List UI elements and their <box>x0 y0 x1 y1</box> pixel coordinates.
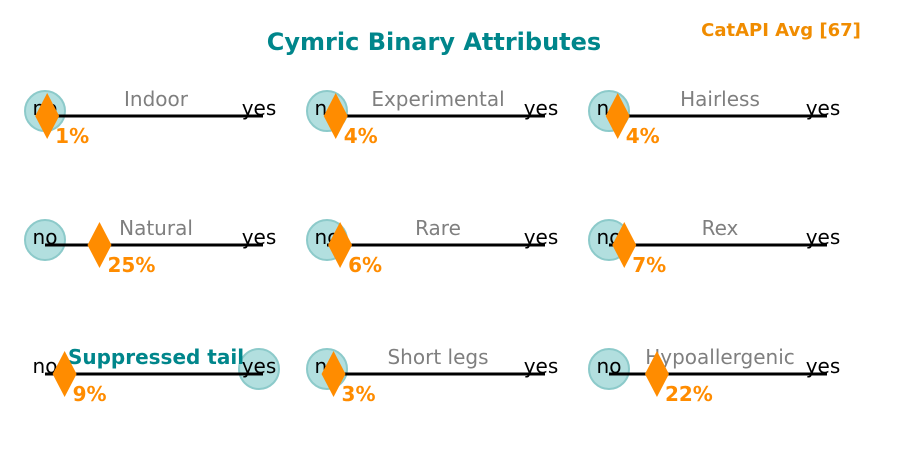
percentage-label: 7% <box>632 253 666 277</box>
attribute-panel: no yes Hypoallergenic 22% <box>588 345 841 406</box>
scale-label-yes: yes <box>524 225 559 249</box>
percentage-label: 9% <box>73 382 107 406</box>
percentage-marker <box>328 222 353 268</box>
percentage-label: 3% <box>342 382 376 406</box>
percentage-label: 25% <box>108 253 156 277</box>
breed-value-circle <box>24 219 66 261</box>
scale-label-no: no <box>33 225 58 249</box>
attribute-name: Indoor <box>124 87 189 111</box>
percentage-marker <box>87 222 112 268</box>
attribute-panel: noyesIndoor1% <box>24 87 277 148</box>
percentage-marker <box>52 351 77 397</box>
corner-label: CatAPI Avg [67] <box>701 20 861 41</box>
percentage-label: 4% <box>344 124 378 148</box>
scale-label-yes: yes <box>242 225 277 249</box>
attribute-name: Suppressed tail <box>68 345 244 369</box>
percentage-label: 22% <box>665 382 713 406</box>
scale-label-yes: yes <box>242 96 277 120</box>
attribute-name: Rare <box>415 216 461 240</box>
breed-value-circle <box>588 348 630 390</box>
percentage-marker <box>605 93 630 139</box>
percentage-marker <box>612 222 637 268</box>
scale-label-no: no <box>597 354 622 378</box>
scale-label-yes: yes <box>806 96 841 120</box>
percentage-marker <box>321 351 346 397</box>
scale-label-yes: yes <box>524 354 559 378</box>
attribute-name: Short legs <box>387 345 488 369</box>
scale-label-yes: yes <box>242 354 277 378</box>
percentage-marker <box>323 93 348 139</box>
attribute-name: Hypoallergenic <box>645 345 795 369</box>
breed-value-circle <box>238 348 280 390</box>
attribute-name: Rex <box>702 216 739 240</box>
attribute-panel: no yes Natural 25% <box>24 216 277 277</box>
attribute-grid: noyesIndoor1%noyesExperimental4%noyesHai… <box>24 87 841 406</box>
percentage-label: 4% <box>626 124 660 148</box>
percentage-label: 6% <box>348 253 382 277</box>
attribute-name: Hairless <box>680 87 760 111</box>
percentage-marker <box>644 351 669 397</box>
chart-title: Cymric Binary Attributes <box>267 28 601 56</box>
attribute-name: Natural <box>119 216 193 240</box>
scale-label-yes: yes <box>806 225 841 249</box>
scale-label-yes: yes <box>524 96 559 120</box>
percentage-label: 1% <box>55 124 89 148</box>
scale-label-yes: yes <box>806 354 841 378</box>
attribute-name: Experimental <box>371 87 504 111</box>
percentage-marker <box>35 93 60 139</box>
